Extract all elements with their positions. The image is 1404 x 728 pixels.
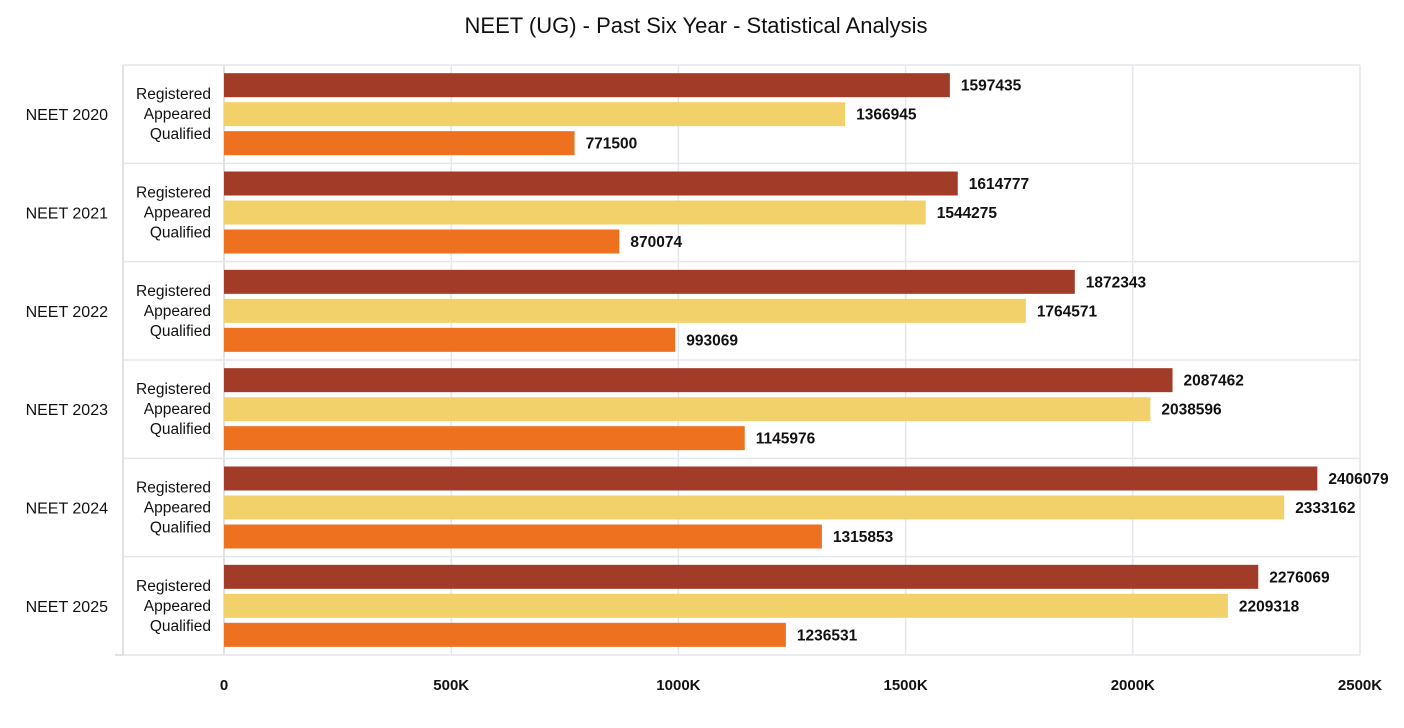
bar-value-label: 1544275 bbox=[937, 205, 998, 222]
series-label: Appeared bbox=[144, 205, 211, 222]
series-label: Qualified bbox=[150, 520, 211, 537]
bar bbox=[224, 298, 1026, 323]
bar bbox=[224, 397, 1151, 422]
x-tick-label: 0 bbox=[220, 677, 228, 694]
grid-layer bbox=[115, 64, 1361, 656]
x-tick-label: 2500K bbox=[1338, 677, 1382, 694]
series-label: Registered bbox=[136, 480, 211, 497]
series-label: Appeared bbox=[144, 500, 211, 517]
bar bbox=[224, 524, 822, 549]
bar bbox=[224, 327, 676, 352]
bar-value-label: 2087462 bbox=[1184, 373, 1244, 390]
bar-value-label: 1145976 bbox=[756, 431, 816, 448]
series-label: Qualified bbox=[150, 421, 211, 438]
bar bbox=[224, 368, 1173, 393]
bar bbox=[224, 426, 745, 451]
series-label: Registered bbox=[136, 185, 211, 202]
bar-value-label: 1614777 bbox=[969, 176, 1029, 193]
bar bbox=[224, 269, 1075, 294]
category-label: NEET 2023 bbox=[26, 402, 109, 419]
bar bbox=[224, 73, 950, 98]
series-label: Qualified bbox=[150, 618, 211, 635]
series-label: Registered bbox=[136, 381, 211, 398]
bar-value-label: 1597435 bbox=[961, 78, 1022, 95]
category-label: NEET 2025 bbox=[26, 599, 109, 616]
series-label: Appeared bbox=[144, 303, 211, 320]
bar-value-label: 1764571 bbox=[1037, 303, 1098, 320]
x-axis-ticks: 0 500K 1000K 1500K 2000K 2500K bbox=[220, 677, 1382, 694]
bar-value-label: 2406079 bbox=[1328, 471, 1389, 488]
category-label: NEET 2022 bbox=[26, 304, 109, 321]
bar-value-label: 771500 bbox=[586, 136, 638, 153]
category-label: NEET 2024 bbox=[26, 501, 109, 518]
series-label: Appeared bbox=[144, 401, 211, 418]
labels-layer: NEET 2020 1597435 Registered 1366945 Appeare… bbox=[26, 78, 1389, 645]
series-label: Appeared bbox=[144, 598, 211, 615]
bar-value-label: 1872343 bbox=[1086, 274, 1147, 291]
bar bbox=[224, 466, 1318, 491]
category-label: NEET 2021 bbox=[26, 206, 109, 223]
bar bbox=[224, 564, 1259, 589]
bar bbox=[224, 622, 786, 647]
series-label: Registered bbox=[136, 578, 211, 595]
x-tick-label: 1000K bbox=[656, 677, 700, 694]
bar bbox=[224, 229, 620, 254]
bar bbox=[224, 102, 846, 127]
series-label: Qualified bbox=[150, 126, 211, 143]
series-label: Qualified bbox=[150, 323, 211, 340]
bar-value-label: 2333162 bbox=[1295, 500, 1355, 517]
bar-value-label: 1315853 bbox=[833, 529, 894, 546]
bar-value-label: 2209318 bbox=[1239, 598, 1300, 615]
series-label: Appeared bbox=[144, 106, 211, 123]
chart-title: NEET (UG) - Past Six Year - Statistical … bbox=[465, 13, 928, 38]
category-label: NEET 2020 bbox=[26, 107, 109, 124]
bar bbox=[224, 593, 1228, 618]
series-label: Registered bbox=[136, 86, 211, 103]
bar-value-label: 1366945 bbox=[856, 107, 917, 124]
bar bbox=[224, 495, 1285, 520]
series-label: Registered bbox=[136, 283, 211, 300]
bar-value-label: 993069 bbox=[686, 332, 738, 349]
bars-layer bbox=[224, 73, 1318, 647]
bar bbox=[224, 131, 575, 156]
bar bbox=[224, 200, 926, 225]
series-label: Qualified bbox=[150, 225, 211, 242]
bar-value-label: 2276069 bbox=[1269, 569, 1330, 586]
bar-value-label: 870074 bbox=[630, 234, 682, 251]
bar-value-label: 2038596 bbox=[1161, 402, 1222, 419]
x-tick-label: 500K bbox=[433, 677, 469, 694]
x-tick-label: 2000K bbox=[1111, 677, 1155, 694]
x-tick-label: 1500K bbox=[883, 677, 927, 694]
bar bbox=[224, 171, 958, 196]
bar-value-label: 1236531 bbox=[797, 627, 858, 644]
